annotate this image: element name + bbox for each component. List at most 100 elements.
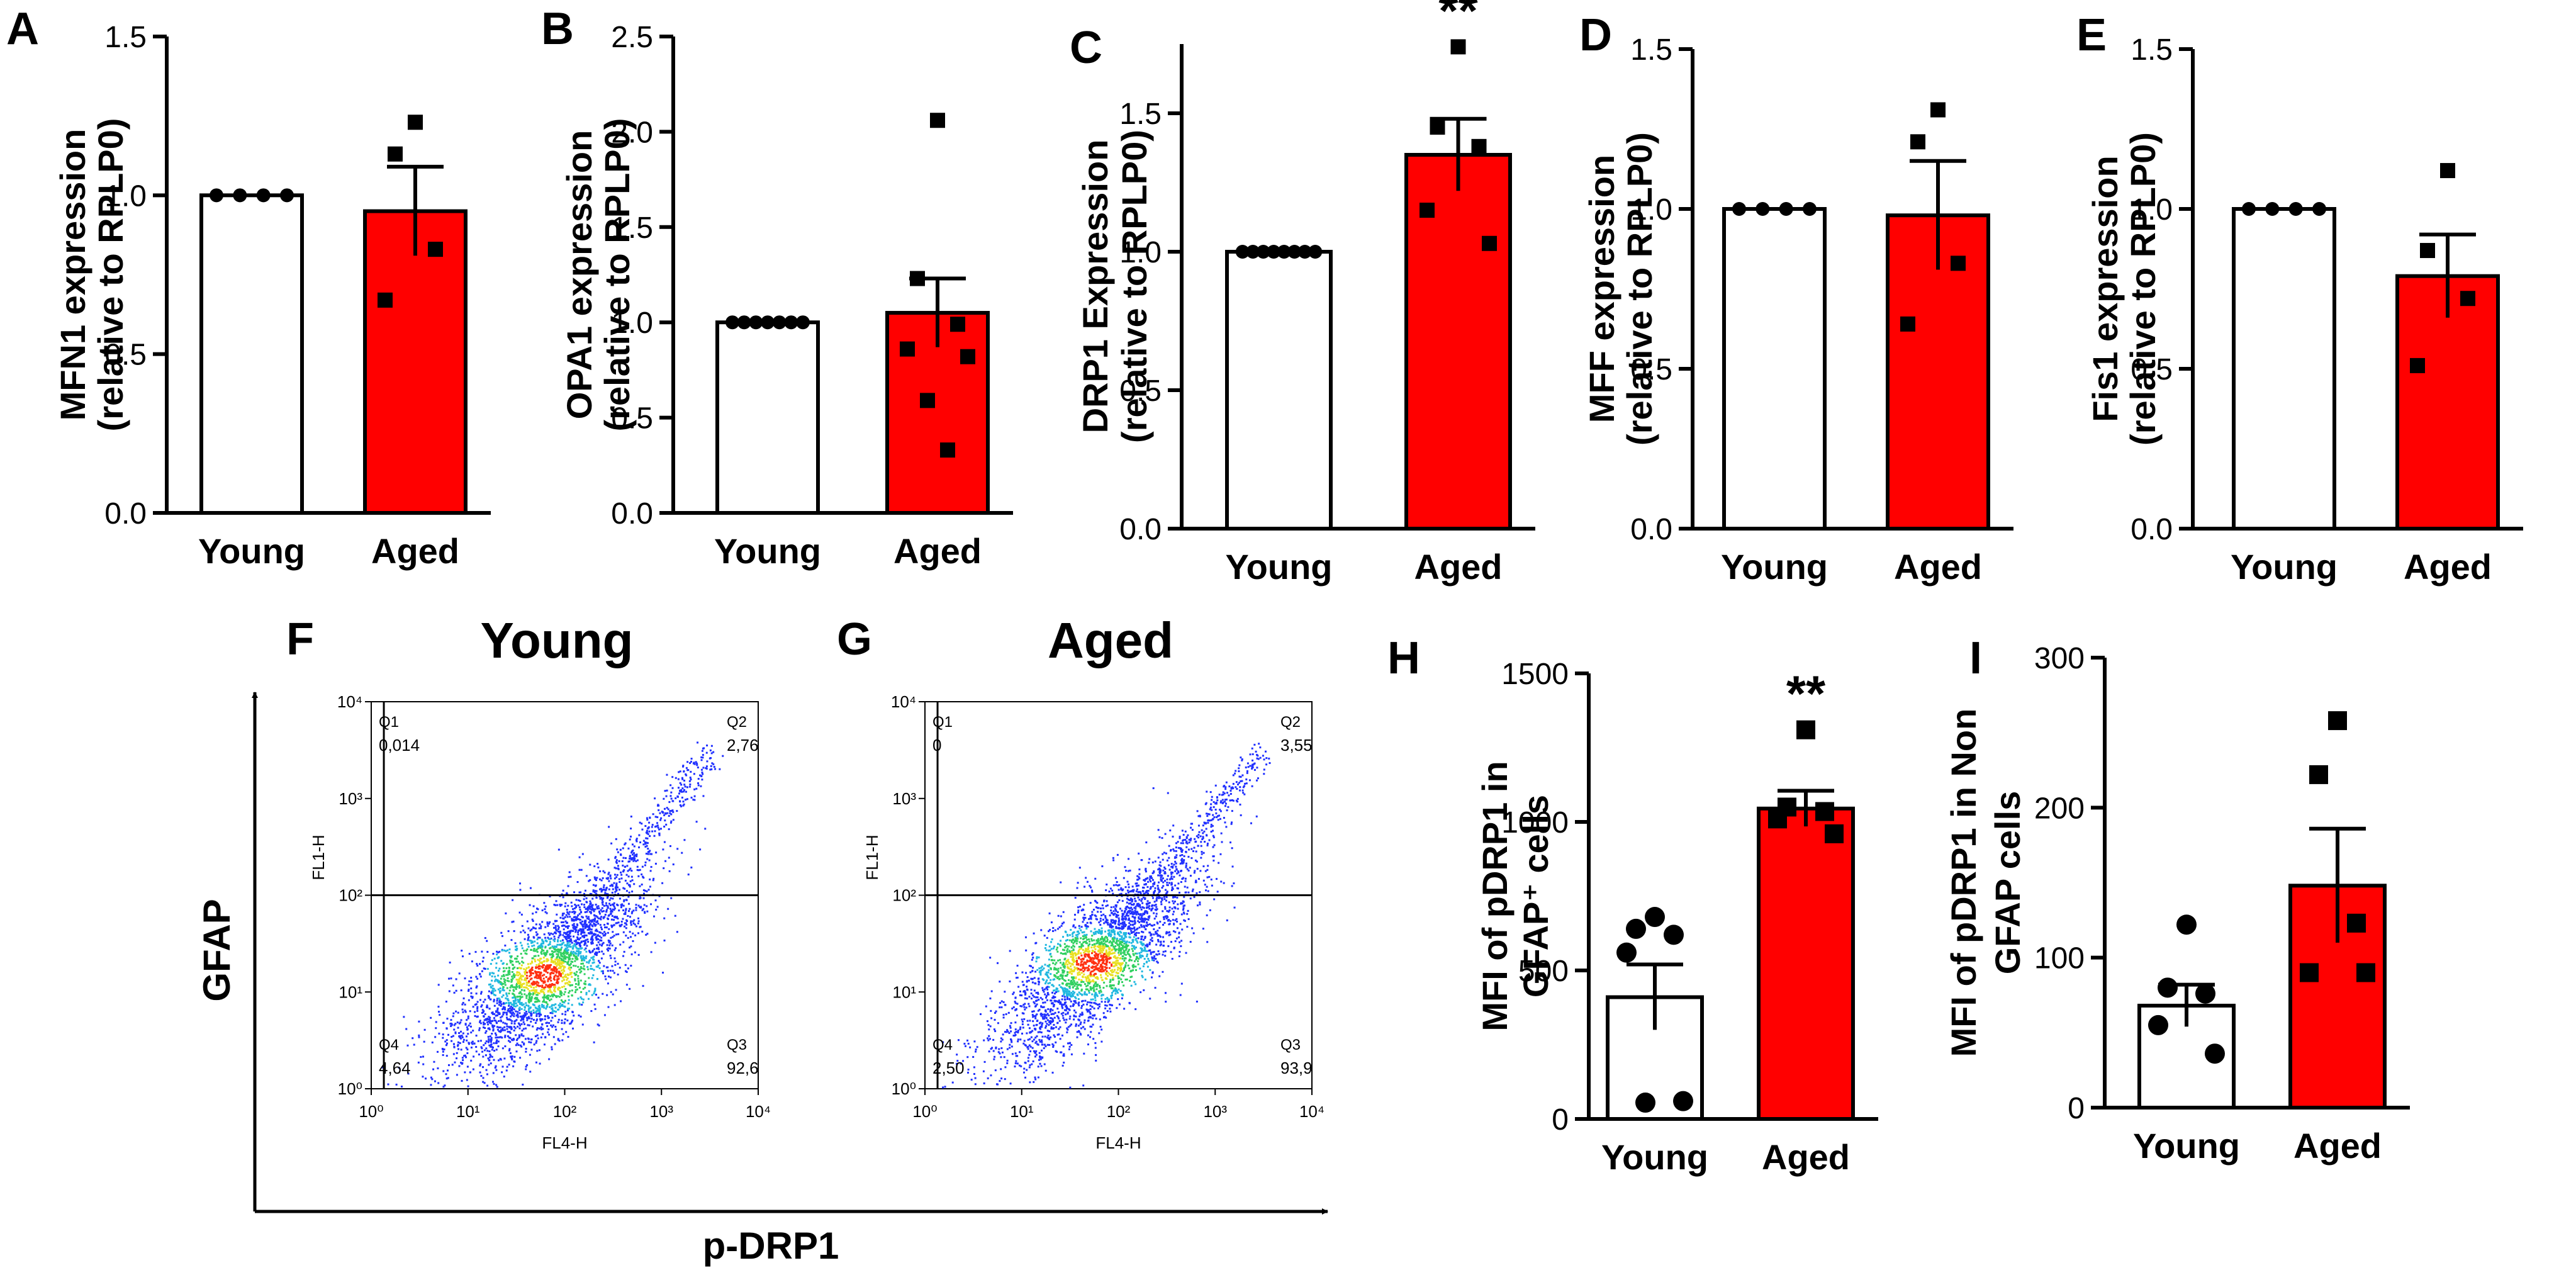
- flow-event-dot: [1072, 931, 1074, 934]
- flow-event-dot: [1043, 1018, 1046, 1020]
- flow-event-dot: [627, 902, 630, 905]
- flow-event-dot: [518, 911, 521, 914]
- flow-event-dot: [608, 899, 611, 901]
- flow-event-dot: [578, 950, 580, 952]
- flow-event-dot: [593, 914, 595, 916]
- flow-event-dot: [623, 950, 625, 953]
- flow-event-dot: [527, 982, 530, 984]
- flow-event-dot: [488, 1038, 490, 1040]
- flow-event-dot: [518, 1023, 521, 1025]
- flow-event-dot: [462, 1041, 464, 1043]
- flow-event-dot: [513, 966, 516, 969]
- flow-event-dot: [561, 980, 564, 982]
- flow-event-dot: [964, 1045, 966, 1047]
- flow-event-dot: [624, 964, 627, 966]
- flow-event-dot: [1075, 964, 1078, 966]
- flow-event-dot: [1162, 936, 1164, 938]
- flow-event-dot: [670, 813, 673, 816]
- flow-event-dot: [569, 972, 572, 974]
- flow-event-dot: [1186, 886, 1189, 889]
- flow-event-dot: [561, 965, 564, 967]
- flow-event-dot: [568, 991, 570, 994]
- flow-event-dot: [650, 951, 652, 953]
- flow-event-dot: [598, 935, 601, 938]
- flow-event-dot: [702, 767, 705, 769]
- flow-event-dot: [486, 1084, 489, 1087]
- data-point-e: [2460, 291, 2475, 306]
- flow-event-dot: [460, 1030, 462, 1033]
- flow-event-dot: [496, 950, 498, 953]
- flow-event-dot: [511, 1014, 513, 1016]
- flow-event-dot: [593, 955, 595, 958]
- flow-event-dot: [544, 1036, 547, 1038]
- flow-event-dot: [495, 1037, 497, 1039]
- flow-event-dot: [564, 999, 566, 1002]
- flow-event-dot: [650, 903, 652, 906]
- flow-event-dot: [560, 953, 563, 956]
- flow-event-dot: [547, 1031, 549, 1033]
- flow-event-dot: [566, 982, 569, 984]
- flow-event-dot: [556, 958, 559, 961]
- flow-event-dot: [554, 990, 556, 992]
- flow-event-dot: [1177, 908, 1179, 910]
- flow-event-dot: [518, 1009, 521, 1011]
- flow-event-dot: [1099, 986, 1101, 989]
- flow-event-dot: [524, 1038, 527, 1040]
- flow-event-dot: [466, 1028, 469, 1030]
- flow-event-dot: [634, 857, 636, 860]
- flow-event-dot: [619, 897, 621, 900]
- flow-event-dot: [1050, 1026, 1053, 1028]
- flow-event-dot: [1033, 1001, 1035, 1003]
- flow-event-dot: [585, 983, 587, 986]
- flow-event-dot: [510, 1038, 513, 1041]
- flow-event-dot: [596, 863, 599, 865]
- flow-event-dot: [485, 1030, 488, 1033]
- flow-event-dot: [1051, 938, 1053, 941]
- flow-event-dot: [425, 1077, 427, 1080]
- flow-x-tick-label-f: 10²: [553, 1102, 577, 1121]
- flow-event-dot: [1045, 971, 1048, 974]
- flow-event-dot: [535, 1028, 538, 1031]
- flow-event-dot: [504, 944, 507, 947]
- flow-event-dot: [517, 974, 520, 977]
- flow-event-dot: [1179, 994, 1182, 996]
- flow-event-dot: [561, 1004, 564, 1007]
- flow-event-dot: [625, 919, 628, 921]
- flow-event-dot: [1066, 991, 1068, 994]
- flow-event-dot: [625, 970, 628, 973]
- flow-event-dot: [1087, 1016, 1090, 1019]
- flow-event-dot: [616, 848, 619, 851]
- flow-event-dot: [1103, 981, 1106, 984]
- flow-event-dot: [1150, 880, 1152, 883]
- flow-event-dot: [507, 979, 509, 982]
- flow-event-dot: [583, 892, 586, 895]
- flow-event-dot: [1078, 983, 1080, 986]
- flow-event-dot: [474, 1014, 476, 1017]
- flow-event-dot: [588, 911, 591, 913]
- flow-event-dot: [574, 926, 576, 928]
- flow-event-dot: [518, 979, 520, 981]
- flow-event-dot: [1109, 887, 1112, 890]
- flow-event-dot: [541, 1023, 544, 1026]
- flow-event-dot: [577, 904, 580, 907]
- flow-event-dot: [535, 998, 538, 1001]
- flow-event-dot: [563, 918, 565, 920]
- flow-event-dot: [506, 1065, 508, 1068]
- flow-event-dot: [552, 1024, 554, 1026]
- flow-event-dot: [1010, 1022, 1012, 1025]
- flow-event-dot: [577, 965, 580, 968]
- flow-event-dot: [1153, 957, 1155, 959]
- flow-event-dot: [546, 994, 549, 997]
- flow-event-dot: [1153, 955, 1156, 957]
- flow-event-dot: [492, 1028, 495, 1031]
- flow-event-dot: [538, 1000, 540, 1003]
- flow-event-dot: [582, 940, 585, 943]
- flow-event-dot: [487, 1057, 490, 1060]
- flow-event-dot: [1102, 1012, 1105, 1014]
- flow-event-dot: [597, 923, 600, 925]
- flow-event-dot: [591, 938, 594, 941]
- flow-event-dot: [533, 983, 535, 986]
- young-bar-d: [1722, 207, 1827, 531]
- flow-event-dot: [545, 952, 547, 954]
- flow-event-dot: [613, 905, 615, 908]
